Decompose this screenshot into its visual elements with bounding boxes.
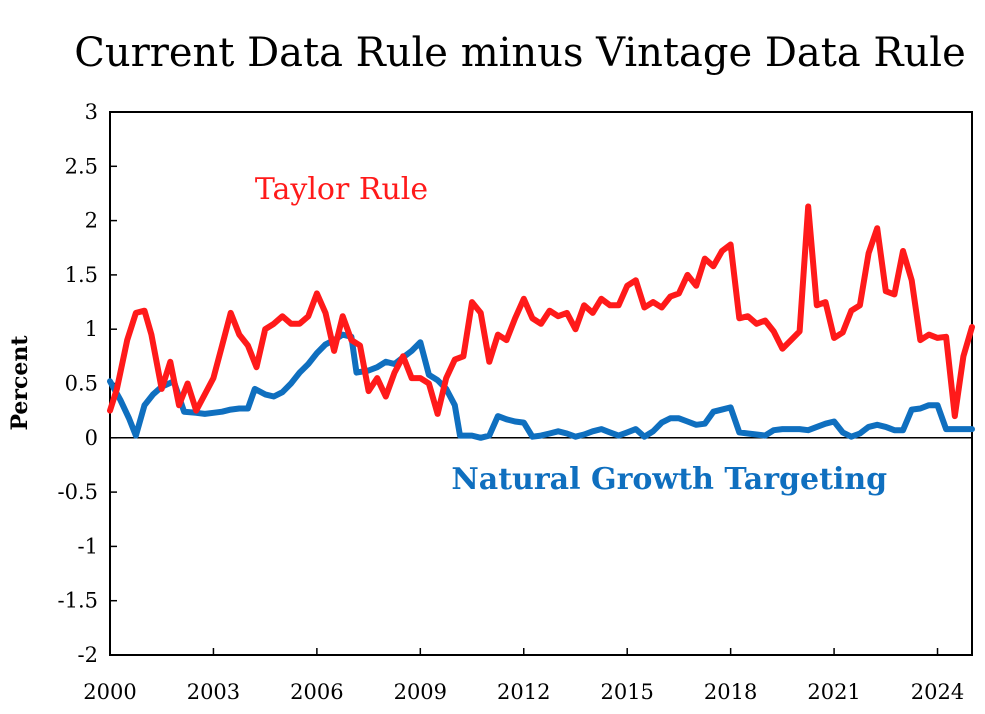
y-tick-label: -0.5 [58,480,99,504]
y-tick-label: 2.5 [65,154,98,178]
series-line-natural-growth-targeting [107,331,975,441]
plot-frame [109,111,973,656]
x-tick-label: 2024 [911,680,964,704]
y-tick-label: 3 [85,100,98,124]
x-tick-label: 2000 [83,680,136,704]
x-tick-label: 2015 [600,680,653,704]
series-label-taylor-rule: Taylor Rule [255,172,428,207]
plot-area: -2 -1.5 -1 -0.5 0 0.5 1 1.5 2 2.5 3 2000 2003 2006 200… [58,100,975,704]
x-tick-label: 2021 [807,680,860,704]
y-tick-label: 1.5 [65,263,98,287]
y-tick-label: -1.5 [58,589,99,613]
y-tick-label: 0 [85,426,98,450]
y-tick-label: 1 [85,317,98,341]
x-tick-label: 2003 [187,680,240,704]
series-label-natural-growth-targeting: Natural Growth Targeting [451,462,887,497]
y-axis-label: Percent [7,335,33,431]
x-tick-label: 2012 [497,680,550,704]
x-tick-label: 2006 [290,680,343,704]
y-tick-label: -2 [78,643,98,667]
chart-title: Current Data Rule minus Vintage Data Rul… [74,30,965,76]
y-tick-label: 2 [85,209,98,233]
y-tick-label: -1 [78,534,98,558]
x-tick-label: 2009 [394,680,447,704]
y-tick-label: 0.5 [65,372,98,396]
series-line-taylor-rule [107,203,975,420]
x-tick-label: 2018 [704,680,757,704]
